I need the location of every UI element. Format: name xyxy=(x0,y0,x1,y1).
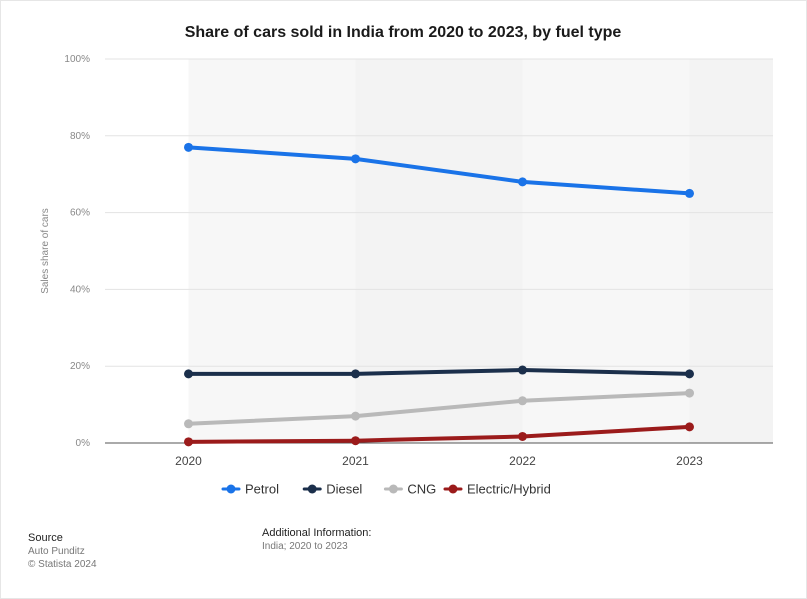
series-diesel xyxy=(184,365,694,379)
data-point xyxy=(518,396,527,406)
series-cng xyxy=(184,388,694,429)
source-name: Auto Punditz xyxy=(28,546,85,557)
data-point xyxy=(685,388,694,398)
legend-item: CNG xyxy=(383,482,436,497)
additional-info-text: India; 2020 to 2023 xyxy=(262,541,348,552)
background-band xyxy=(272,59,356,443)
additional-info-block: Additional Information: India; 2020 to 2… xyxy=(262,527,371,552)
data-point xyxy=(351,369,360,379)
chart-title: Share of cars sold in India from 2020 to… xyxy=(185,24,622,41)
data-point xyxy=(518,431,527,441)
series-electric-hybrid xyxy=(184,422,694,447)
data-point xyxy=(184,419,193,429)
y-tick-label: 0% xyxy=(76,438,91,449)
data-point xyxy=(351,436,360,446)
data-point xyxy=(685,188,694,198)
legend-label: CNG xyxy=(407,482,436,497)
legend: Petrol Diesel CNG Electric/Hybrid xyxy=(221,482,551,497)
data-point xyxy=(351,411,360,421)
x-tick-label: 2020 xyxy=(175,454,202,468)
background-band xyxy=(522,59,606,443)
legend-item: Diesel xyxy=(302,482,362,497)
data-point xyxy=(518,177,527,187)
series-line xyxy=(186,424,692,444)
background-band xyxy=(689,59,773,443)
background-band xyxy=(188,59,272,443)
data-point xyxy=(184,142,193,152)
data-point xyxy=(184,437,193,447)
data-point xyxy=(184,369,193,379)
additional-info-heading: Additional Information: xyxy=(262,527,372,539)
legend-item: Petrol xyxy=(221,482,279,497)
background-band xyxy=(439,59,523,443)
x-tick-label: 2022 xyxy=(509,454,536,468)
y-tick-label: 100% xyxy=(64,54,90,65)
y-tick-label: 80% xyxy=(70,131,90,142)
background-band xyxy=(606,59,690,443)
y-axis-label: Sales share of cars xyxy=(40,208,51,294)
y-tick-label: 60% xyxy=(70,208,90,219)
data-point xyxy=(685,422,694,432)
series-line xyxy=(186,145,692,196)
x-axis-ticks: 2020 2021 2022 2023 xyxy=(175,454,703,468)
source-block: Source Auto Punditz © Statista 2024 xyxy=(28,532,97,570)
gridlines xyxy=(105,58,773,444)
series-line xyxy=(186,391,692,426)
y-tick-label: 20% xyxy=(70,361,90,372)
source-heading: Source xyxy=(28,532,63,544)
series-line xyxy=(186,368,692,376)
series-lines xyxy=(184,142,694,447)
legend-label: Diesel xyxy=(326,482,362,497)
legend-item: Electric/Hybrid xyxy=(443,482,551,497)
y-tick-label: 40% xyxy=(70,284,90,295)
y-axis-ticks: 0% 20% 40% 60% 80% 100% xyxy=(64,54,90,449)
background-band xyxy=(355,59,439,443)
data-point xyxy=(351,154,360,164)
legend-marker xyxy=(307,484,317,494)
legend-marker xyxy=(226,484,236,494)
alternating-bands xyxy=(188,59,773,443)
legend-label: Petrol xyxy=(245,482,279,497)
data-point xyxy=(685,369,694,379)
legend-marker xyxy=(388,484,398,494)
series-petrol xyxy=(184,142,694,198)
copyright-text: © Statista 2024 xyxy=(28,559,97,570)
x-tick-label: 2021 xyxy=(342,454,369,468)
legend-marker xyxy=(448,484,458,494)
legend-label: Electric/Hybrid xyxy=(467,482,551,497)
x-tick-label: 2023 xyxy=(676,454,703,468)
data-point xyxy=(518,365,527,375)
